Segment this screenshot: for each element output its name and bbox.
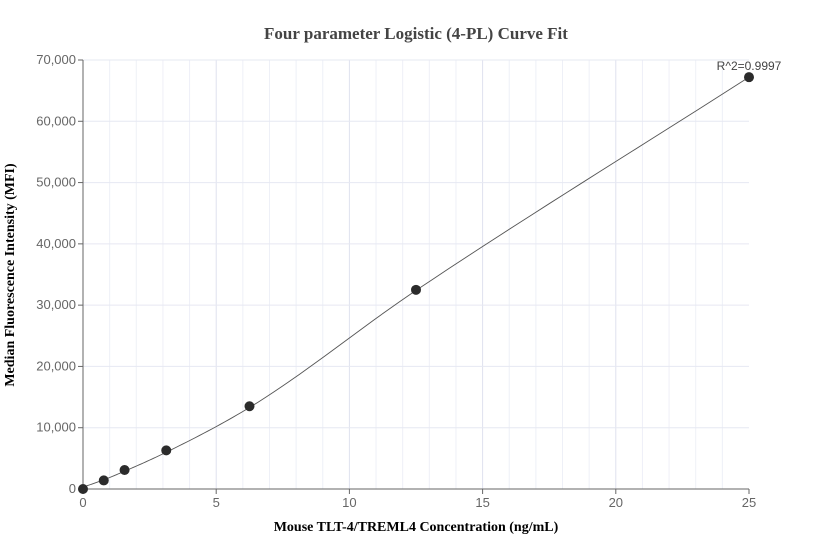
y-tick-label: 40,000 — [36, 236, 76, 251]
x-tick-label: 20 — [609, 495, 623, 510]
data-point — [744, 72, 754, 83]
x-tick-label: 10 — [342, 495, 356, 510]
y-tick-label: 20,000 — [36, 358, 76, 373]
data-point — [161, 445, 172, 456]
data-point — [98, 475, 109, 486]
y-tick-label: 50,000 — [36, 175, 76, 190]
grid — [83, 59, 749, 489]
data-point — [411, 284, 421, 295]
y-tick-label: 0 — [69, 481, 76, 496]
x-tick-label: 5 — [213, 495, 220, 510]
chart-title: Four parameter Logistic (4-PL) Curve Fit — [264, 24, 568, 43]
y-axis-label: Median Fluorescence Intensity (MFI) — [3, 163, 18, 387]
x-tick-label: 25 — [742, 495, 756, 510]
data-point — [119, 465, 130, 476]
y-tick-label: 70,000 — [36, 52, 76, 67]
x-tick-label: 15 — [475, 495, 489, 510]
fit-curve — [82, 76, 750, 488]
data-point — [244, 401, 255, 412]
y-tick-label: 60,000 — [36, 113, 76, 128]
y-tick-label: 30,000 — [36, 297, 76, 312]
x-tick-label: 0 — [79, 495, 86, 510]
r-squared-annotation: R^2=0.9997 — [717, 59, 782, 73]
x-axis-label: Mouse TLT-4/TREML4 Concentration (ng/mL) — [274, 520, 559, 535]
y-tick-label: 10,000 — [36, 420, 76, 435]
data-point — [78, 484, 88, 494]
